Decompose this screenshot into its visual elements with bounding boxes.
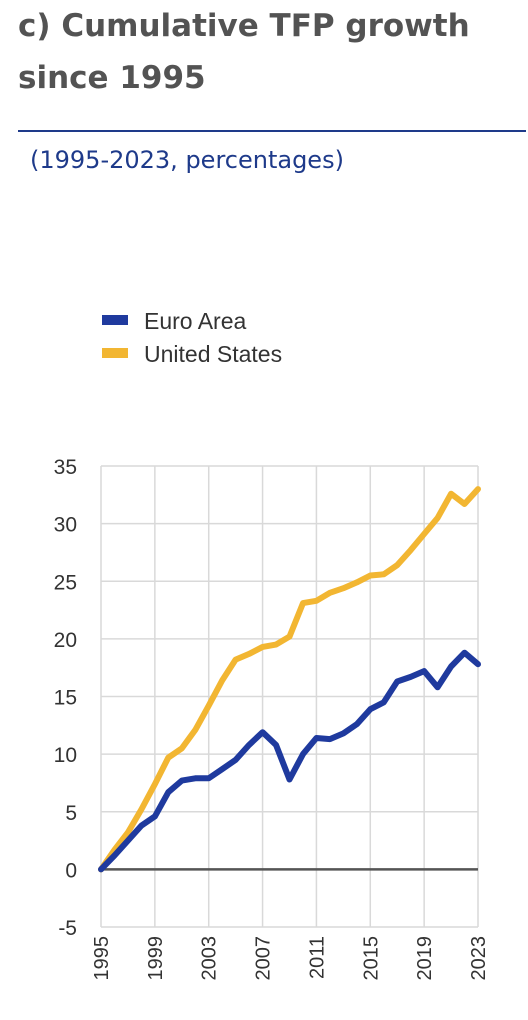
x-tick-label: 2023 [468,936,490,981]
y-tick-label: -5 [58,917,77,940]
chart-title: c) Cumulative TFP growth since 1995 [18,0,518,104]
x-tick-label: 2011 [306,936,328,979]
x-tick-label: 1999 [145,936,167,981]
title-divider [18,130,526,132]
legend-label-euro-area: Euro Area [144,308,246,334]
chart-title-line-1: c) Cumulative TFP growth [18,8,470,44]
x-tick-label: 2003 [199,936,221,981]
y-tick-label: 10 [54,744,77,767]
y-tick-label: 30 [54,514,77,537]
x-tick-label: 2015 [360,936,382,981]
x-tick-label: 2019 [414,936,436,981]
x-tick-label: 2007 [253,936,275,981]
series-line-euro-area [98,649,481,873]
y-tick-label: 5 [65,802,77,825]
legend-swatch-united-states [102,348,128,358]
series-line-united-states [98,486,481,873]
y-tick-label: 20 [54,629,77,652]
chart-title-line-2: since 1995 [18,60,206,96]
y-tick-label: 25 [54,571,77,594]
y-tick-label: 0 [65,859,77,882]
x-tick-label: 1995 [91,936,113,981]
legend-swatch-euro-area [102,315,128,325]
chart-subtitle: (1995-2023, percentages) [30,146,344,174]
y-tick-label: 15 [54,687,77,710]
legend-label-united-states: United States [144,341,282,367]
y-tick-label: 35 [54,456,77,479]
